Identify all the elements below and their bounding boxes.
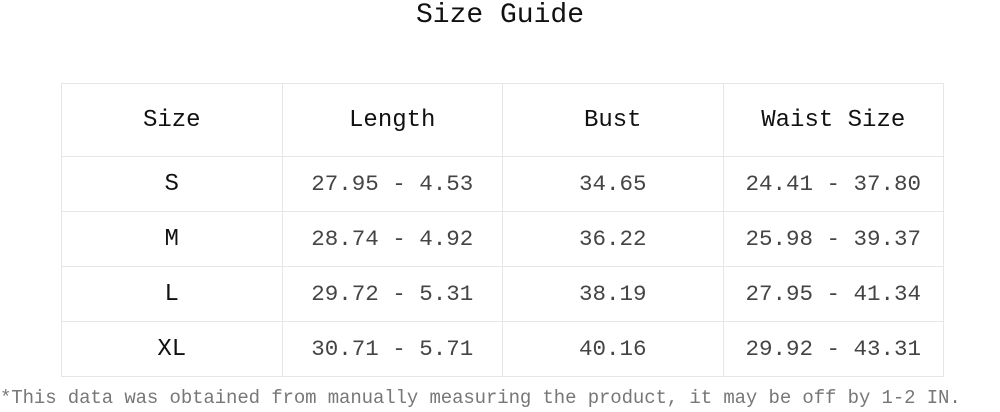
cell-length: 27.95 - 4.53 xyxy=(281,156,503,212)
table-row: L 29.72 - 5.31 38.19 27.95 - 41.34 xyxy=(61,266,944,322)
page-title: Size Guide xyxy=(415,0,585,31)
cell-waist-size: 29.92 - 43.31 xyxy=(722,321,944,377)
cell-waist-size: 24.41 - 37.80 xyxy=(722,156,944,212)
cell-length: 28.74 - 4.92 xyxy=(281,211,503,267)
table-header-row: Size Length Bust Waist Size xyxy=(61,83,944,157)
column-header-length: Length xyxy=(281,83,503,157)
cell-size: S xyxy=(61,156,283,212)
column-header-waist-size: Waist Size xyxy=(722,83,944,157)
cell-size: L xyxy=(61,266,283,322)
column-header-bust: Bust xyxy=(502,83,724,157)
column-header-size: Size xyxy=(61,83,283,157)
cell-waist-size: 25.98 - 39.37 xyxy=(722,211,944,267)
table-row: XL 30.71 - 5.71 40.16 29.92 - 43.31 xyxy=(61,321,944,377)
cell-length: 29.72 - 5.31 xyxy=(281,266,503,322)
cell-bust: 38.19 xyxy=(502,266,724,322)
cell-size: M xyxy=(61,211,283,267)
cell-waist-size: 27.95 - 41.34 xyxy=(722,266,944,322)
table-row: M 28.74 - 4.92 36.22 25.98 - 39.37 xyxy=(61,211,944,267)
cell-bust: 34.65 xyxy=(502,156,724,212)
size-table: Size Length Bust Waist Size S 27.95 - 4.… xyxy=(61,83,944,377)
cell-bust: 40.16 xyxy=(502,321,724,377)
measurement-disclaimer: *This data was obtained from manually me… xyxy=(0,387,961,409)
cell-bust: 36.22 xyxy=(502,211,724,267)
cell-length: 30.71 - 5.71 xyxy=(281,321,503,377)
cell-size: XL xyxy=(61,321,283,377)
table-row: S 27.95 - 4.53 34.65 24.41 - 37.80 xyxy=(61,156,944,212)
